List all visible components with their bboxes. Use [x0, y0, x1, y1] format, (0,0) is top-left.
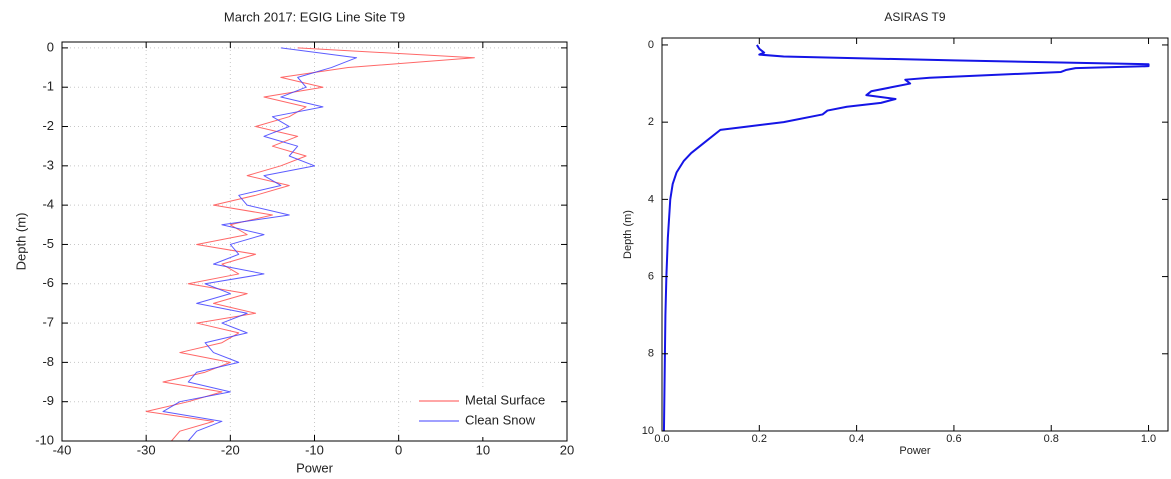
y-tick-label: 2: [648, 116, 654, 128]
x-tick-label: 0: [395, 442, 402, 457]
y-tick-label: -6: [42, 275, 54, 290]
y-tick-label: 4: [648, 193, 654, 205]
x-axis-label: Power: [899, 445, 931, 457]
chart-title: ASIRAS T9: [884, 10, 945, 24]
x-tick-label: -40: [53, 442, 72, 457]
x-tick-label: 20: [560, 442, 574, 457]
y-tick-label: -4: [42, 197, 54, 212]
y-tick-label: -7: [42, 315, 54, 330]
y-tick-label: -8: [42, 354, 54, 369]
x-tick-label: -30: [137, 442, 156, 457]
y-tick-label: -1: [42, 79, 54, 94]
x-tick-label: 0.4: [849, 433, 864, 445]
x-axis-label: Power: [296, 460, 334, 475]
y-axis-label: Depth (m): [13, 213, 28, 271]
x-tick-label: 0.2: [752, 433, 767, 445]
x-tick-label: 0.0: [654, 433, 669, 445]
plot-frame: [61, 41, 568, 442]
x-tick-label: 10: [476, 442, 490, 457]
y-axis-label: Depth (m): [622, 210, 634, 259]
data-line: [162, 47, 358, 442]
legend-box: [411, 389, 561, 437]
y-tick-label: 0: [47, 39, 54, 54]
data-line: [662, 44, 1150, 432]
legend-label: Clean Snow: [465, 412, 536, 427]
y-tick-label: 0: [648, 39, 654, 51]
chart-title: March 2017: EGIG Line Site T9: [224, 9, 405, 24]
y-tick-label: 6: [648, 270, 654, 282]
y-tick-label: -3: [42, 157, 54, 172]
y-tick-label: -5: [42, 236, 54, 251]
y-tick-label: 10: [642, 425, 654, 437]
y-tick-label: -10: [35, 432, 54, 447]
y-tick-label: -2: [42, 118, 54, 133]
x-tick-label: 0.8: [1044, 433, 1059, 445]
plot-frame: [661, 37, 1169, 432]
y-tick-label: 8: [648, 348, 654, 360]
x-tick-label: -10: [305, 442, 324, 457]
legend-label: Metal Surface: [465, 392, 545, 407]
data-line: [145, 47, 475, 442]
x-tick-label: 0.6: [946, 433, 961, 445]
x-tick-label: 1.0: [1141, 433, 1156, 445]
x-tick-label: -20: [221, 442, 240, 457]
y-tick-label: -9: [42, 393, 54, 408]
